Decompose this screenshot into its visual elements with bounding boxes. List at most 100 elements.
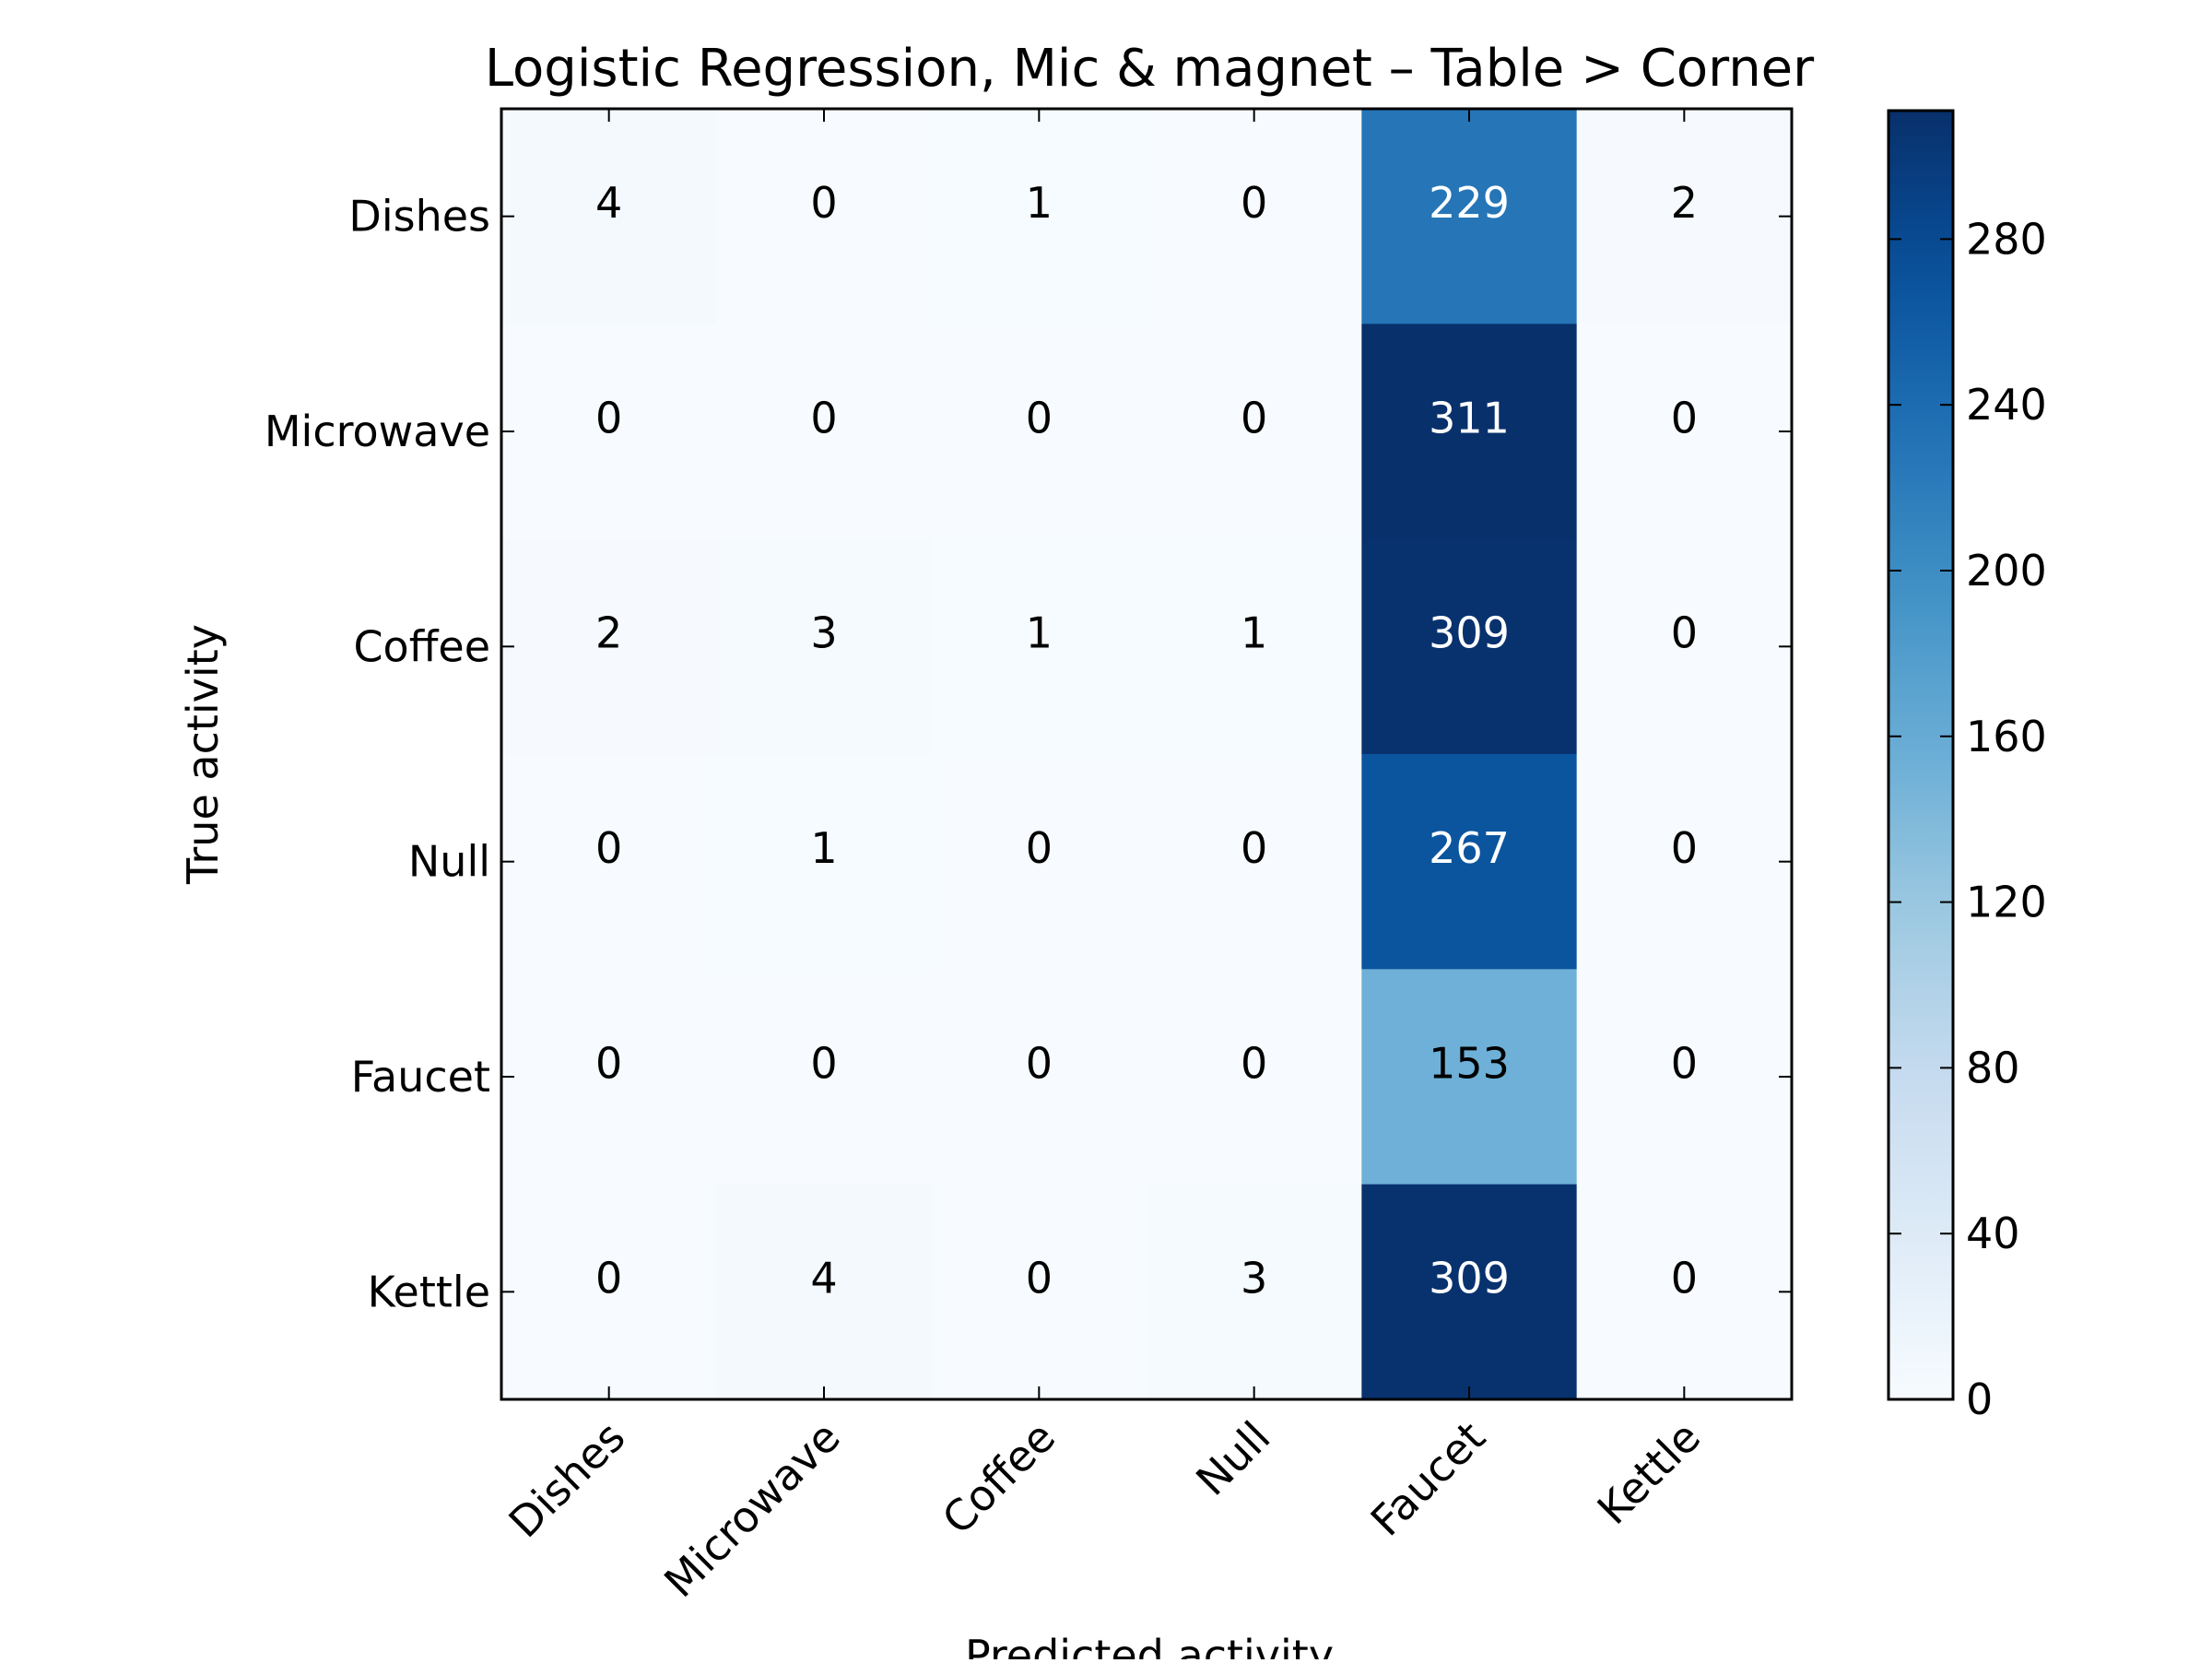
cell-value-label: 3 (1241, 1254, 1267, 1303)
cell-value-label: 0 (810, 393, 837, 442)
heatmap-cell (716, 109, 933, 324)
cell-value-label: 1 (810, 823, 837, 873)
x-tick-label: Dishes (500, 1412, 635, 1548)
x-tick-label: Coffee (933, 1412, 1065, 1544)
heatmap-cell (931, 754, 1147, 970)
cell-value-label: 0 (1026, 393, 1053, 442)
heatmap-cell (1361, 969, 1578, 1185)
colorbar: 0 40 80 120 160 200 240 280 (1887, 109, 2047, 1424)
cell-value-label: 2 (595, 608, 622, 658)
y-axis-tick-labels: Dishes Microwave Coffee Null Faucet Kettle (265, 192, 490, 1317)
heatmap-cell (931, 969, 1147, 1185)
heatmap-cell (716, 969, 933, 1185)
heatmap-cell (1361, 1184, 1578, 1400)
heatmap-cell (931, 538, 1147, 755)
x-tick-label: Microwave (654, 1412, 850, 1608)
axis-ticks (501, 109, 1792, 1399)
heatmap-cell (1147, 754, 1362, 970)
cell-value-label: 1 (1026, 178, 1053, 228)
y-tick-label: Null (408, 837, 490, 887)
cell-value-label: 153 (1429, 1038, 1510, 1088)
cell-value-label: 229 (1429, 178, 1510, 228)
colorbar-tick-label: 280 (1966, 214, 2047, 264)
heatmap-cell (716, 538, 933, 755)
cell-value-label: 0 (1241, 393, 1267, 442)
cell-value-label: 0 (595, 823, 622, 873)
x-axis-tick-labels: Dishes Microwave Coffee Null Faucet Kettle (500, 1412, 1710, 1608)
chart-title: Logistic Regression, Mic & magnet – Tabl… (485, 39, 1815, 99)
x-tick-label: Faucet (1361, 1412, 1495, 1546)
cell-value-label: 0 (1241, 178, 1267, 228)
heatmap-cell (501, 1184, 717, 1400)
heatmap-cell (931, 1184, 1147, 1400)
cell-value-label: 0 (1671, 1038, 1698, 1088)
heatmap-cell (716, 1184, 933, 1400)
heatmap-cell (931, 109, 1147, 324)
heatmap-cell (1576, 538, 1793, 755)
cell-value-label: 0 (595, 393, 622, 442)
cell-value-label: 311 (1429, 393, 1510, 442)
cell-value-label: 0 (1026, 1254, 1053, 1303)
cell-value-label: 0 (1671, 393, 1698, 442)
cell-value-label: 2 (1671, 178, 1698, 228)
heatmap-cell-labels: 4 0 1 0 229 20 0 0 0 311 02 3 1 1 309 00 1 0 0 267 00 0 0 0 153 0… (595, 178, 1698, 1303)
colorbar-ticks: 0 40 80 120 160 200 240 280 (1888, 214, 2047, 1424)
heatmap-cell (501, 324, 717, 540)
y-tick-label: Kettle (368, 1267, 490, 1316)
heatmap-cell (1576, 754, 1793, 970)
colorbar-frame (1887, 109, 1955, 1401)
cell-value-label: 0 (1671, 1254, 1698, 1303)
cell-value-label: 1 (1241, 608, 1267, 658)
plot-frame (500, 107, 1794, 1401)
cell-value-label: 4 (595, 178, 622, 228)
cell-value-label: 0 (1241, 823, 1267, 873)
heatmap-cell (501, 969, 717, 1185)
x-tick-label: Null (1186, 1412, 1279, 1505)
heatmap-cell (1576, 1184, 1793, 1400)
colorbar-tick-label: 240 (1966, 380, 2047, 430)
heatmap-cell (716, 324, 933, 540)
heatmap-cell (1576, 109, 1793, 324)
cell-value-label: 1 (1026, 608, 1053, 658)
colorbar-tick-label: 0 (1966, 1374, 1993, 1424)
cell-value-label: 0 (1026, 823, 1053, 873)
heatmap-cell (1147, 969, 1362, 1185)
colorbar-gradient (1888, 111, 1953, 1399)
heatmap-cells (501, 109, 1793, 1400)
y-tick-label: Microwave (265, 407, 490, 456)
y-tick-label: Coffee (353, 621, 490, 671)
cell-value-label: 0 (595, 1254, 622, 1303)
x-tick-label: Kettle (1588, 1412, 1710, 1534)
heatmap-cell (1576, 324, 1793, 540)
heatmap-cell (501, 109, 717, 324)
cell-value-label: 0 (1026, 1038, 1053, 1088)
cell-value-label: 0 (1671, 823, 1698, 873)
cell-value-label: 0 (1671, 608, 1698, 658)
heatmap-cell (1361, 754, 1578, 970)
cell-value-label: 0 (810, 1038, 837, 1088)
colorbar-tick-label: 80 (1966, 1043, 2020, 1092)
colorbar-tick-label: 200 (1966, 546, 2047, 596)
heatmap-cell (1147, 1184, 1362, 1400)
colorbar-tick-label: 160 (1966, 712, 2047, 761)
colorbar-tick-label: 120 (1966, 878, 2047, 927)
cell-value-label: 0 (810, 178, 837, 228)
heatmap-cell (1576, 969, 1793, 1185)
heatmap-cell (1147, 324, 1362, 540)
cell-value-label: 4 (810, 1254, 837, 1303)
heatmap-cell (501, 754, 717, 970)
y-tick-label: Dishes (348, 192, 490, 242)
heatmap-cell (1361, 538, 1578, 755)
heatmap-cell (1361, 109, 1578, 324)
cell-value-label: 309 (1429, 608, 1510, 658)
heatmap-cell (716, 754, 933, 970)
y-axis-label: True activity (178, 624, 228, 885)
heatmap-cell (1147, 109, 1362, 324)
cell-value-label: 3 (810, 608, 837, 658)
cell-value-label: 0 (1241, 1038, 1267, 1088)
heatmap-cell (1361, 324, 1578, 540)
y-tick-label: Faucet (351, 1052, 490, 1102)
heatmap-cell (931, 324, 1147, 540)
cell-value-label: 0 (595, 1038, 622, 1088)
